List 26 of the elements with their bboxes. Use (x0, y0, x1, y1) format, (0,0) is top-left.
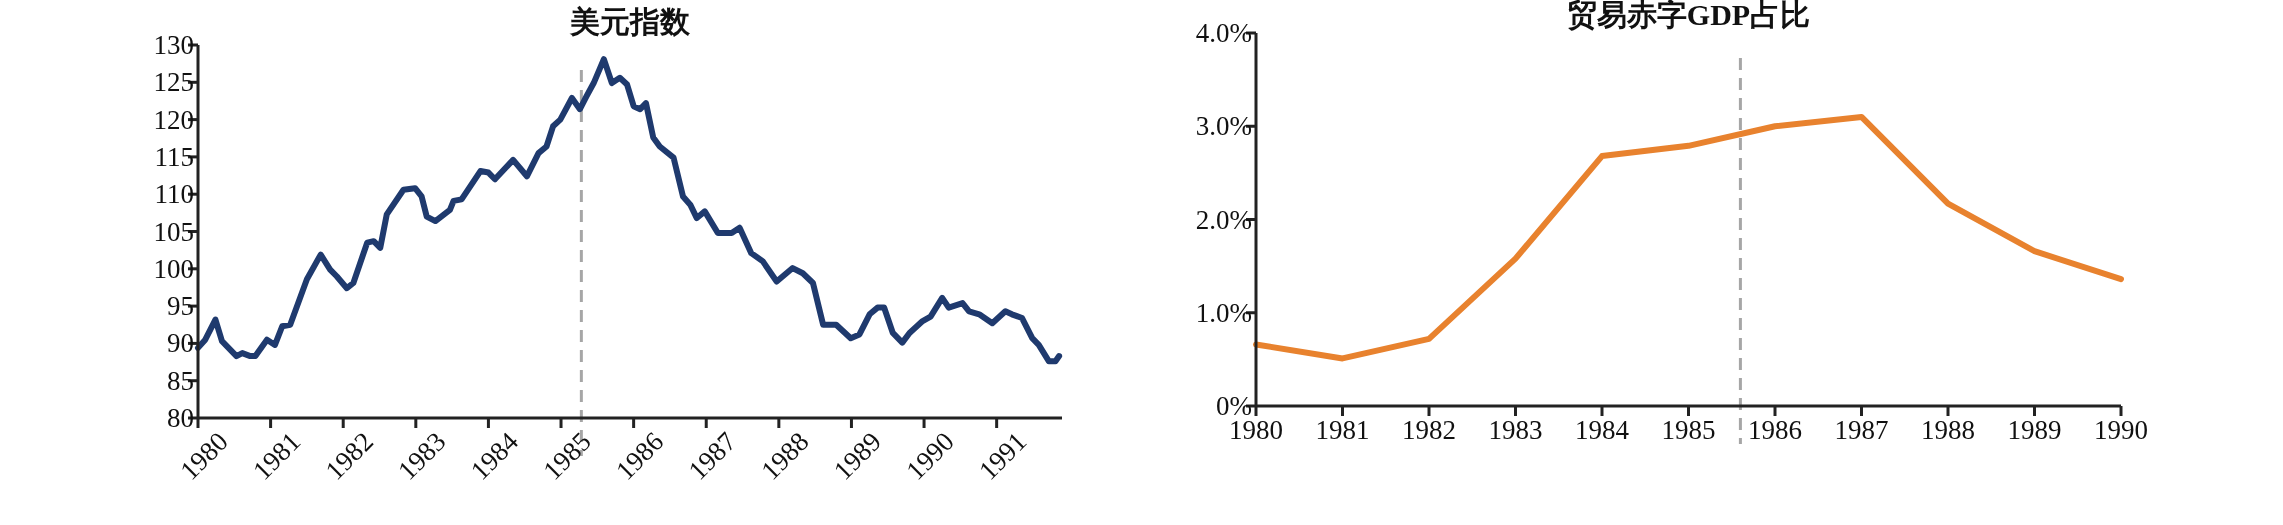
y-tick-label: 100 (153, 253, 194, 284)
y-tick-label: 1.0% (1195, 297, 1252, 328)
y-tick-label: 125 (153, 67, 194, 98)
y-tick-label: 2.0% (1195, 204, 1252, 235)
x-tick-label: 1990 (2094, 415, 2148, 445)
chart-title: 美元指数 (569, 5, 691, 38)
y-tick-label: 85 (167, 365, 194, 396)
x-tick-label: 1987 (1834, 415, 1889, 445)
x-tick-label: 1986 (1748, 415, 1802, 445)
y-tick-label: 95 (167, 291, 194, 322)
y-tick-label: 105 (153, 216, 194, 247)
y-tick-label: 3.0% (1195, 111, 1252, 142)
x-tick-label: 1985 (1661, 415, 1716, 445)
x-tick-label: 1981 (1315, 415, 1370, 445)
x-tick-label: 1988 (1921, 415, 1975, 445)
x-tick-label: 1983 (1488, 415, 1543, 445)
x-tick-label: 1989 (2007, 415, 2062, 445)
y-tick-label: 110 (154, 179, 194, 210)
x-tick-label: 1982 (1402, 415, 1456, 445)
x-tick-label: 1984 (1575, 415, 1630, 445)
y-tick-label: 120 (153, 104, 194, 135)
y-tick-label: 80 (167, 403, 194, 433)
y-tick-label: 90 (167, 328, 194, 359)
y-tick-label: 115 (154, 141, 194, 172)
y-tick-label: 130 (153, 30, 194, 60)
y-tick-label: 4.0% (1195, 18, 1252, 48)
